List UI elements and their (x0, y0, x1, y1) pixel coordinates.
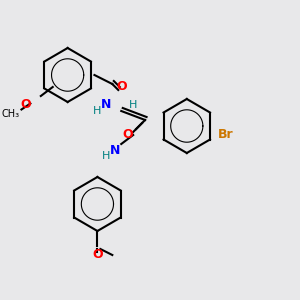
Text: O: O (21, 98, 31, 112)
Text: CH₃: CH₃ (2, 109, 20, 119)
Text: N: N (101, 98, 112, 112)
Text: O: O (122, 128, 133, 142)
Text: H: H (93, 106, 102, 116)
Text: H: H (102, 151, 110, 161)
Text: H: H (129, 100, 137, 110)
Text: O: O (116, 80, 127, 94)
Text: Br: Br (218, 128, 233, 142)
Text: N: N (110, 143, 121, 157)
Text: O: O (92, 248, 103, 262)
